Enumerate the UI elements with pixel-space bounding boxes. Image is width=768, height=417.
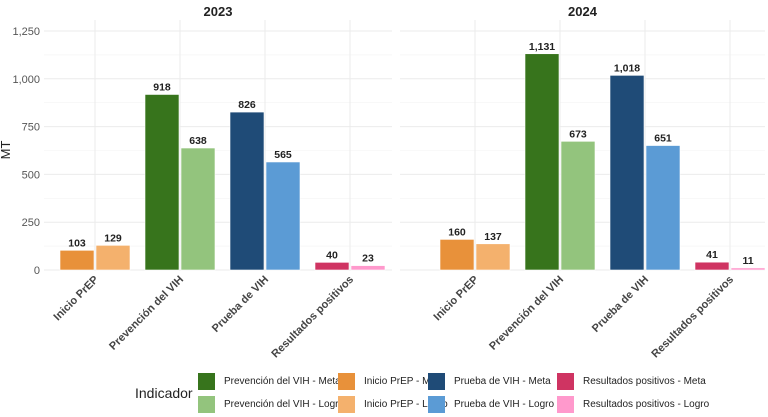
- bar-meta: [694, 261, 730, 271]
- legend-label: Resultados positivos - Meta: [583, 375, 706, 387]
- panel-title: 2024: [568, 4, 598, 19]
- x-tick-label: Inicio PrEP: [52, 274, 102, 324]
- legend-item: Resultados positivos - Logro: [557, 395, 709, 413]
- data-label: 918: [153, 81, 171, 93]
- x-tick-label: Prevención del VIH: [487, 274, 566, 353]
- legend-label: Resultados positivos - Logro: [583, 398, 710, 410]
- data-label: 40: [326, 249, 338, 261]
- legend-item: Prevención del VIH - Logro: [198, 395, 344, 413]
- legend-label: Prevención del VIH - Meta: [224, 375, 341, 387]
- bar-logro: [95, 245, 131, 271]
- legend-label: Prueba de VIH - Logro: [454, 398, 555, 410]
- data-label: 41: [706, 249, 718, 261]
- bar-logro: [560, 141, 596, 271]
- bar-meta: [144, 94, 180, 271]
- data-label: 11: [742, 255, 753, 267]
- bar-meta: [609, 75, 645, 271]
- bar-meta: [229, 111, 265, 271]
- legend-swatch: [428, 395, 445, 413]
- legend-label: Prevención del VIH - Logro: [224, 398, 345, 410]
- y-tick-label: 250: [22, 217, 40, 229]
- y-tick-label: 750: [22, 122, 40, 134]
- legend-item: Inicio PrEP - Logro: [338, 395, 448, 413]
- y-tick-label: 1,000: [12, 74, 40, 86]
- data-label: 673: [569, 128, 587, 140]
- x-tick-label: Prueba de VIH: [210, 274, 271, 335]
- x-tick-label: Prevención del VIH: [107, 274, 186, 353]
- legend-item: Inicio PrEP - Meta: [338, 372, 444, 390]
- data-label: 638: [189, 135, 207, 147]
- legend-item: Resultados positivos - Meta: [557, 372, 706, 390]
- legend-swatch: [198, 395, 215, 413]
- bar-meta: [439, 239, 475, 271]
- panel-title: 2023: [204, 4, 233, 19]
- y-tick-label: 1,250: [12, 26, 40, 38]
- data-label: 1,131: [529, 41, 555, 53]
- y-axis-label: MT: [0, 141, 13, 160]
- bar-logro: [730, 267, 766, 271]
- bar-logro: [265, 161, 301, 271]
- x-tick-label: Prueba de VIH: [590, 274, 651, 335]
- bar-meta: [314, 262, 350, 271]
- legend-item: Prueba de VIH - Meta: [428, 372, 551, 390]
- y-tick-label: 500: [22, 169, 40, 181]
- legend: Indicador Prevención del VIH - Meta Preve…: [135, 370, 768, 417]
- legend-label: Inicio PrEP - Logro: [364, 398, 448, 410]
- legend-swatch: [338, 372, 355, 390]
- data-label: 103: [68, 237, 86, 249]
- bar-logro: [180, 147, 216, 271]
- x-tick-label: Resultados positivos: [649, 274, 736, 361]
- data-label: 129: [104, 232, 122, 244]
- x-tick-label: Resultados positivos: [269, 274, 356, 361]
- legend-label: Inicio PrEP - Meta: [364, 375, 445, 387]
- data-label: 160: [448, 226, 466, 238]
- data-label: 1,018: [614, 62, 640, 74]
- legend-label: Prueba de VIH - Meta: [454, 375, 551, 387]
- bar-logro: [645, 145, 681, 271]
- bar-meta: [524, 53, 560, 271]
- bar-logro: [475, 243, 511, 271]
- bar-meta: [59, 250, 95, 271]
- legend-item: Prueba de VIH - Logro: [428, 395, 554, 413]
- bar-logro: [350, 265, 386, 271]
- y-tick-label: 0: [34, 265, 40, 277]
- legend-swatch: [338, 395, 355, 413]
- data-label: 651: [654, 133, 672, 145]
- x-tick-label: Inicio PrEP: [432, 274, 482, 324]
- data-label: 565: [274, 149, 292, 161]
- legend-title: Indicador: [135, 385, 193, 401]
- data-label: 137: [484, 231, 502, 243]
- legend-swatch: [198, 372, 215, 390]
- legend-swatch: [557, 372, 574, 390]
- legend-item: Prevención del VIH - Meta: [198, 372, 341, 390]
- legend-swatch: [557, 395, 574, 413]
- data-label: 826: [238, 99, 256, 111]
- data-label: 23: [362, 253, 374, 265]
- legend-swatch: [428, 372, 445, 390]
